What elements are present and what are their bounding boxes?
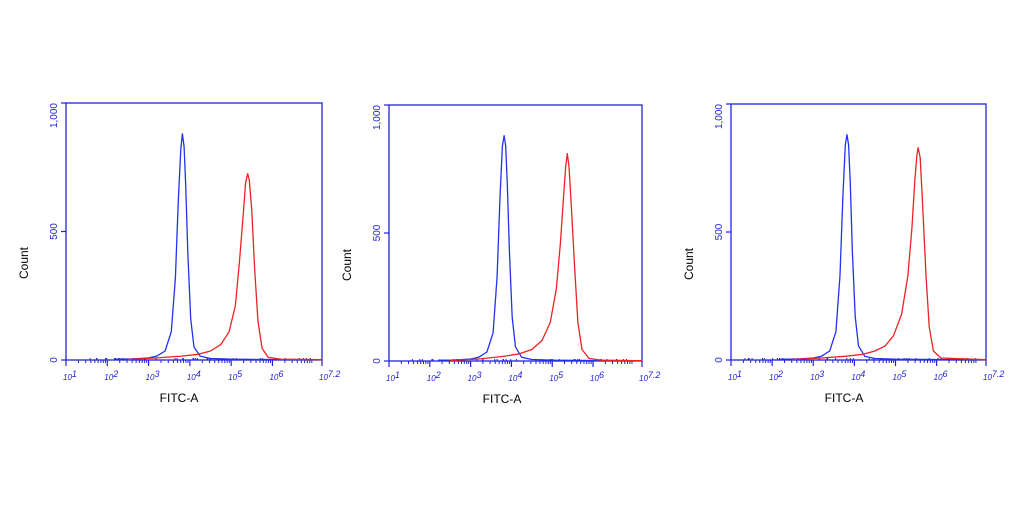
control-histogram-line <box>115 133 323 361</box>
plot-frame <box>730 103 987 361</box>
histogram-panel-1: 101 102 103 104 105 106 107.2 0 500 1,000 FITC-A Co… <box>17 102 340 405</box>
y-tick-label: 0 <box>372 358 383 364</box>
sample-histogram-line <box>127 173 323 361</box>
y-tick-label: 500 <box>49 223 60 240</box>
y-axis-title: Count <box>17 246 31 279</box>
y-tick-label: 500 <box>372 224 383 241</box>
x-tick-label: 101 <box>386 370 400 383</box>
x-minor-ticks <box>742 360 977 363</box>
x-tick-label: 102 <box>427 370 441 383</box>
sample-histogram-line <box>450 152 643 362</box>
y-axis-title: Count <box>340 248 354 281</box>
x-tick-label: 103 <box>468 370 482 383</box>
x-tick-label: 101 <box>728 369 742 382</box>
control-histogram-line <box>437 135 643 362</box>
plot-frame <box>388 104 643 362</box>
x-tick-label: 105 <box>549 370 564 383</box>
x-tick-label: 102 <box>104 369 118 382</box>
sample-histogram-line <box>792 146 987 361</box>
x-tick-label: 102 <box>769 369 783 382</box>
y-tick-label: 500 <box>714 223 725 240</box>
x-tick-label: 105 <box>228 369 243 382</box>
y-tick-label: 1,000 <box>372 105 383 130</box>
plot-frame <box>65 102 323 361</box>
x-axis-title: FITC-A <box>825 391 864 405</box>
x-minor-ticks <box>400 361 633 364</box>
x-tick-label: 107.2 <box>639 370 660 383</box>
x-tick-label: 105 <box>893 369 908 382</box>
x-tick-label: 103 <box>810 369 824 382</box>
x-axis-title: FITC-A <box>483 392 522 406</box>
x-tick-label: 107.2 <box>319 369 340 382</box>
x-tick-label: 103 <box>146 369 160 382</box>
x-tick-label: 104 <box>508 370 522 383</box>
x-tick-label: 106 <box>269 369 283 382</box>
x-tick-label: 107.2 <box>983 369 1004 382</box>
x-minor-ticks <box>77 360 313 363</box>
x-tick-label: 104 <box>187 369 201 382</box>
x-tick-label: 101 <box>63 369 77 382</box>
y-tick-label: 0 <box>49 357 60 363</box>
x-tick-label: 106 <box>934 369 948 382</box>
control-histogram-line <box>780 134 987 361</box>
x-tick-label: 106 <box>590 370 604 383</box>
histogram-panel-3: 101 102 103 104 105 106 107.2 0 500 1,000 FITC-A Co… <box>682 103 1004 405</box>
y-tick-label: 1,000 <box>714 104 725 129</box>
histogram-panel-2: 101 102 103 104 105 106 107.2 0 500 1,000 FITC-A Co… <box>340 104 660 406</box>
x-tick-label: 104 <box>851 369 865 382</box>
y-tick-label: 0 <box>714 357 725 363</box>
y-axis-title: Count <box>682 247 696 280</box>
y-tick-label: 1,000 <box>49 103 60 128</box>
x-axis-title: FITC-A <box>160 391 199 405</box>
